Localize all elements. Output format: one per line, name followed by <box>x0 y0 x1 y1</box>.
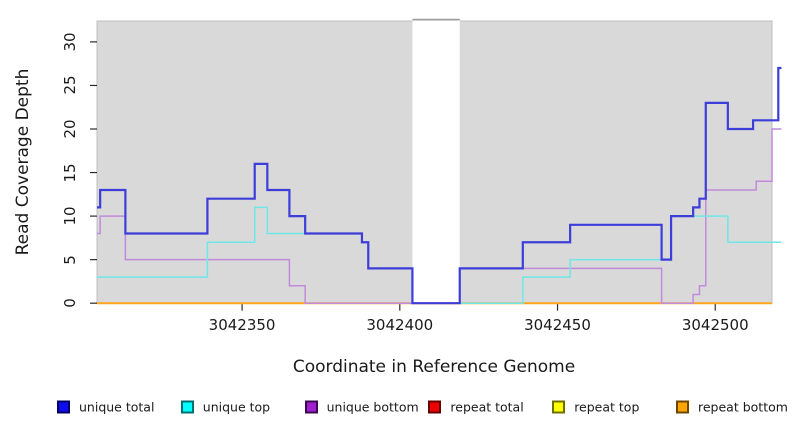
legend-item-unique-total: unique total <box>57 400 154 415</box>
y-tick-label: 15 <box>61 163 79 183</box>
y-tick-label: 10 <box>61 206 79 226</box>
series-line-unique-total <box>97 66 782 305</box>
y-tick-label: 20 <box>61 119 79 139</box>
legend-item-unique-top: unique top <box>180 399 271 415</box>
legend-item-unique-bottom: unique bottom <box>304 399 419 415</box>
y-tick-label: 5 <box>61 254 79 265</box>
legend-label: repeat total <box>450 399 524 415</box>
legend-label: repeat bottom <box>698 399 788 415</box>
x-tick-label: 3042350 <box>208 316 276 334</box>
legend-label: unique bottom <box>326 399 419 415</box>
x-tick-label: 3042400 <box>366 316 434 334</box>
y-tick-label: 30 <box>61 32 79 52</box>
legend-swatch-unique-top <box>180 400 194 414</box>
legend-swatch-unique-bottom <box>304 400 318 414</box>
x-tick-label: 3042450 <box>524 316 591 334</box>
legend-swatch-unique-total <box>57 400 70 414</box>
coverage-gap-region <box>412 20 460 304</box>
legend-swatch-repeat-top <box>552 400 566 414</box>
legend-item-repeat-bottom: repeat bottom <box>676 400 788 415</box>
legend-swatch-repeat-total <box>428 400 442 414</box>
series-line-unique-bottom <box>97 128 782 304</box>
x-axis-label: Coordinate in Reference Genome <box>292 357 576 377</box>
legend-swatch-repeat-bottom <box>676 400 689 414</box>
y-axis-label: Read Coverage Depth <box>13 68 33 256</box>
x-tick-label: 3042500 <box>681 316 749 334</box>
legend-item-repeat-total: repeat total <box>428 399 524 415</box>
legend-label: repeat top <box>574 399 640 415</box>
legend-item-repeat-top: repeat top <box>552 400 639 415</box>
y-tick-label: 25 <box>61 75 79 95</box>
legend-label: unique top <box>202 399 271 415</box>
legend-label: unique total <box>79 399 155 415</box>
y-tick-label: 0 <box>61 298 79 308</box>
